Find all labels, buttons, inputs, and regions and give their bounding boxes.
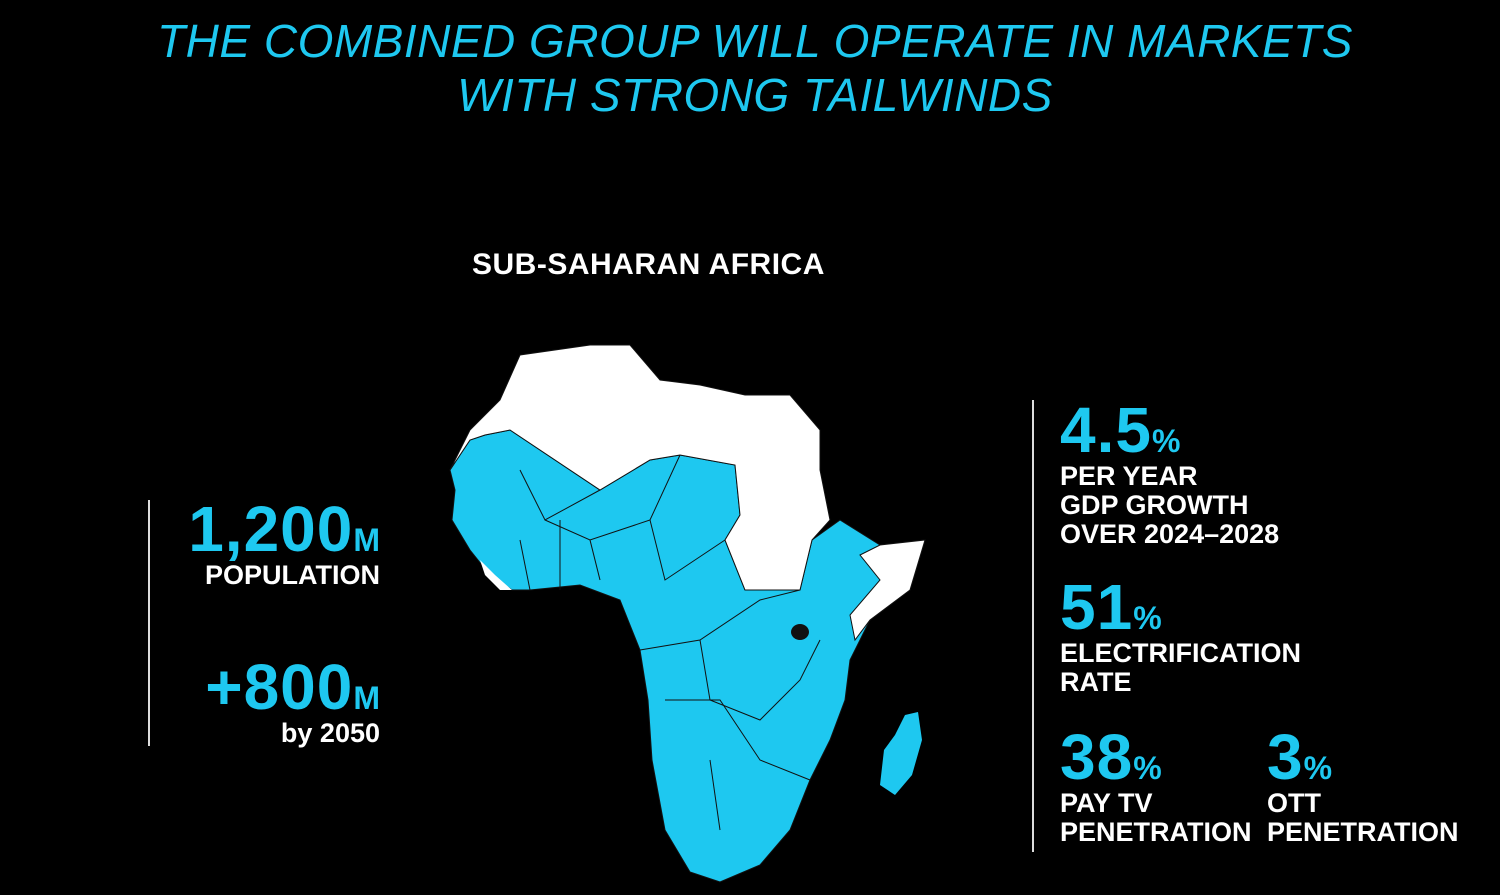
stat-value: 4.5: [1060, 394, 1152, 466]
stat-value: 51: [1060, 571, 1134, 643]
uganda-mark: [791, 624, 809, 640]
stat-pay-tv: 38% PAY TV PENETRATION: [1060, 725, 1252, 847]
stat-unit: M: [353, 522, 380, 558]
stat-label: PENETRATION: [1267, 817, 1459, 847]
north-africa-region: [449, 344, 831, 591]
stat-unit: %: [1133, 750, 1162, 786]
stat-label: OTT: [1267, 788, 1321, 818]
stat-ott: 3% OTT PENETRATION: [1267, 725, 1459, 847]
stat-population: 1,200M POPULATION: [188, 497, 380, 590]
stat-population-growth: +800M by 2050: [205, 655, 380, 748]
stat-value: 1,200: [188, 493, 354, 565]
left-divider: [148, 500, 150, 746]
madagascar: [880, 712, 922, 795]
stat-unit: %: [1303, 750, 1333, 786]
stat-label: POPULATION: [205, 560, 380, 590]
africa-map: [449, 344, 926, 883]
stat-label: ELECTRIFICATION: [1060, 638, 1301, 668]
horn-region: [849, 539, 926, 642]
stat-unit: %: [1151, 423, 1181, 459]
stat-label: PAY TV: [1060, 788, 1153, 818]
slide-title: THE COMBINED GROUP WILL OPERATE IN MARKE…: [0, 14, 1500, 122]
region-label: SUB-SAHARAN AFRICA: [472, 248, 825, 281]
stat-value: +800: [205, 651, 354, 723]
stat-label: RATE: [1060, 667, 1132, 697]
sub-saharan-region: [449, 429, 926, 883]
stat-electrification: 51% ELECTRIFICATION RATE: [1060, 575, 1301, 697]
stat-label: PER YEAR: [1060, 461, 1198, 491]
country-borders: [519, 454, 821, 831]
stat-label: by 2050: [280, 718, 380, 748]
stat-label: OVER 2024–2028: [1060, 519, 1280, 549]
west-coast-white: [480, 560, 512, 590]
stat-value: 3: [1267, 721, 1304, 793]
title-line-1: THE COMBINED GROUP WILL OPERATE IN MARKE…: [157, 15, 1353, 67]
right-divider: [1032, 400, 1034, 852]
stat-label: GDP GROWTH: [1060, 490, 1249, 520]
stat-unit: %: [1133, 600, 1162, 636]
stat-label: PENETRATION: [1060, 817, 1252, 847]
title-line-2: WITH STRONG TAILWINDS: [457, 69, 1053, 121]
stat-unit: M: [353, 680, 380, 716]
stat-gdp-growth: 4.5% PER YEAR GDP GROWTH OVER 2024–2028: [1060, 398, 1279, 549]
stat-value: 38: [1060, 721, 1134, 793]
